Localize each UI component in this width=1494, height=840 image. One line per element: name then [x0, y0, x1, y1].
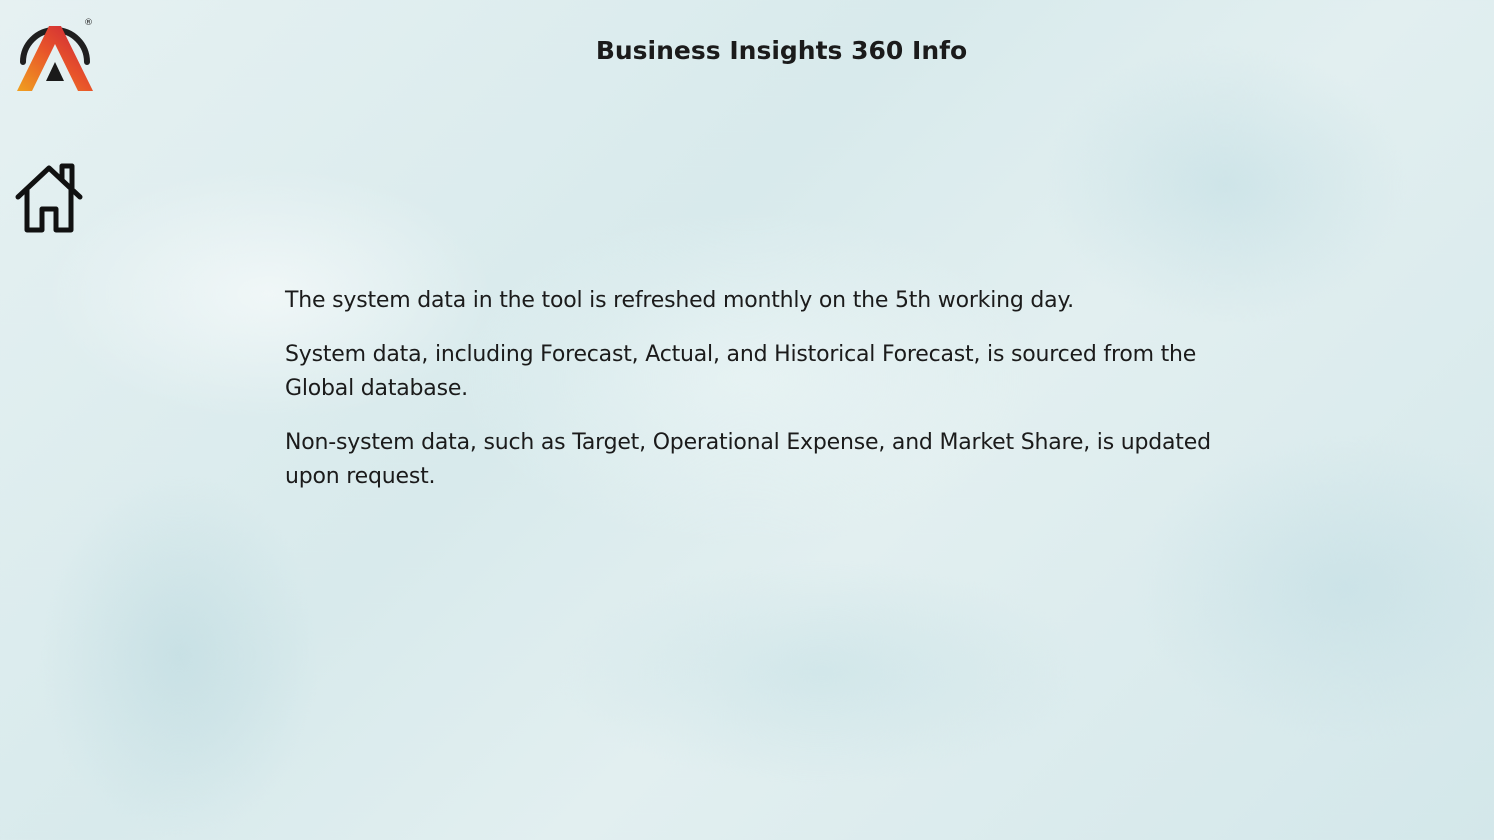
- home-icon: [15, 163, 83, 233]
- info-content: The system data in the tool is refreshed…: [285, 284, 1245, 514]
- a-logo-icon: ®: [17, 18, 93, 91]
- brand-logo: ®: [14, 14, 96, 94]
- home-button[interactable]: [14, 163, 84, 233]
- info-paragraph-non-system-data: Non-system data, such as Target, Operati…: [285, 430, 1211, 489]
- info-paragraph-system-data: System data, including Forecast, Actual,…: [285, 342, 1197, 401]
- svg-text:®: ®: [84, 18, 93, 28]
- info-paragraph-refresh: The system data in the tool is refreshed…: [285, 288, 1074, 313]
- page-title: Business Insights 360 Info: [595, 36, 968, 65]
